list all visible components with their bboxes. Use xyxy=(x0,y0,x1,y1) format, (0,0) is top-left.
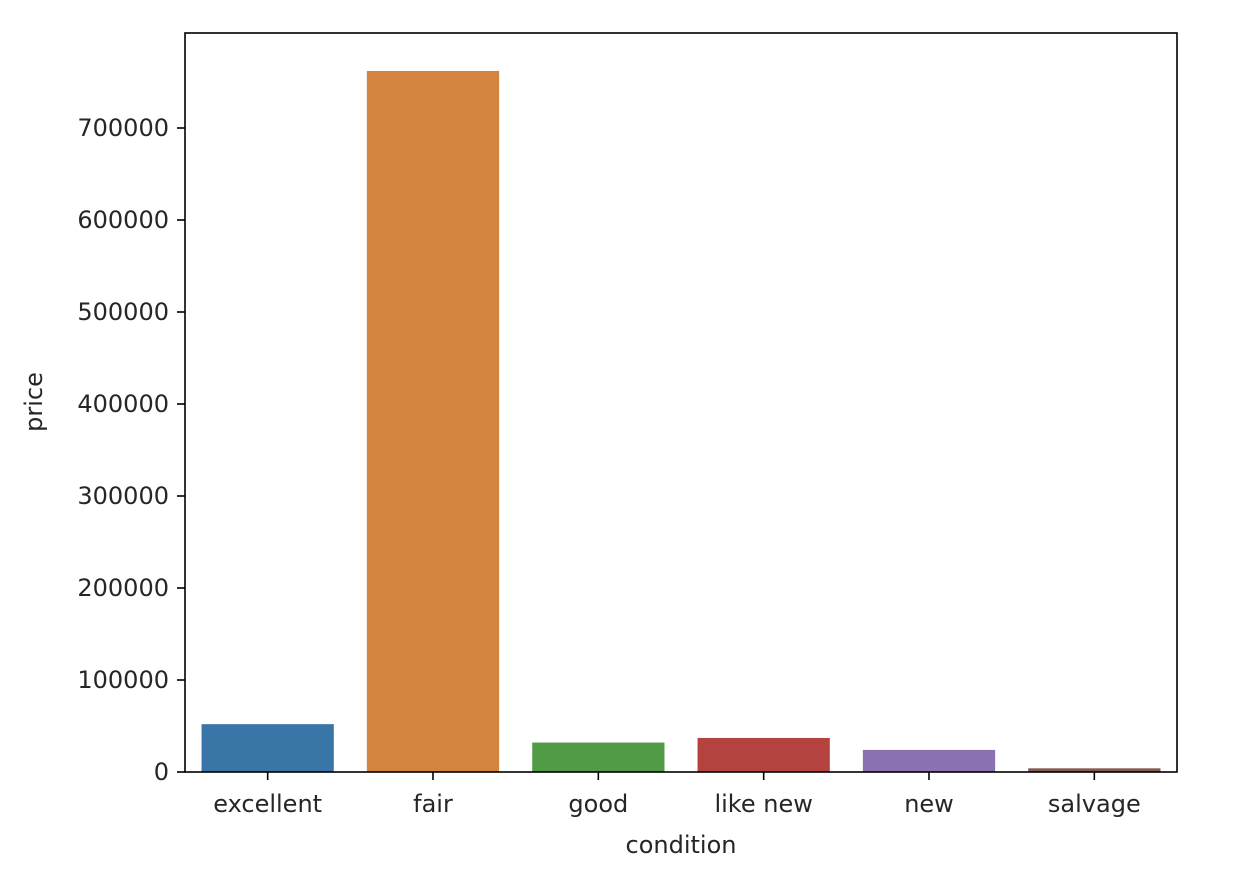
bar-good xyxy=(532,742,665,772)
bar-excellent xyxy=(201,724,334,772)
y-tick-label: 100000 xyxy=(77,666,169,694)
bar-fair xyxy=(366,70,500,772)
bars-group xyxy=(201,70,1161,772)
y-axis-label: price xyxy=(20,372,48,432)
x-tick-label: salvage xyxy=(1048,790,1141,818)
y-tick-label: 700000 xyxy=(77,114,169,142)
x-axis-ticks: excellent fair good like new new salvage xyxy=(213,772,1141,818)
y-tick-label: 0 xyxy=(154,758,169,786)
plot-frame xyxy=(184,32,1178,773)
y-tick-label: 200000 xyxy=(77,574,169,602)
y-tick-label: 400000 xyxy=(77,390,169,418)
y-tick-label: 300000 xyxy=(77,482,169,510)
bar-salvage xyxy=(1028,768,1161,772)
x-axis-label: condition xyxy=(626,831,737,859)
x-tick-label: fair xyxy=(413,790,453,818)
x-tick-label: excellent xyxy=(213,790,322,818)
bar-new xyxy=(862,749,996,772)
y-axis-ticks: 0 100000 200000 300000 400000 500000 600000 700… xyxy=(77,114,185,786)
x-tick-label: good xyxy=(568,790,628,818)
bar-like-new xyxy=(697,737,830,772)
x-tick-label: like new xyxy=(714,790,812,818)
x-tick-label: new xyxy=(904,790,954,818)
y-tick-label: 600000 xyxy=(77,206,169,234)
y-tick-label: 500000 xyxy=(77,298,169,326)
